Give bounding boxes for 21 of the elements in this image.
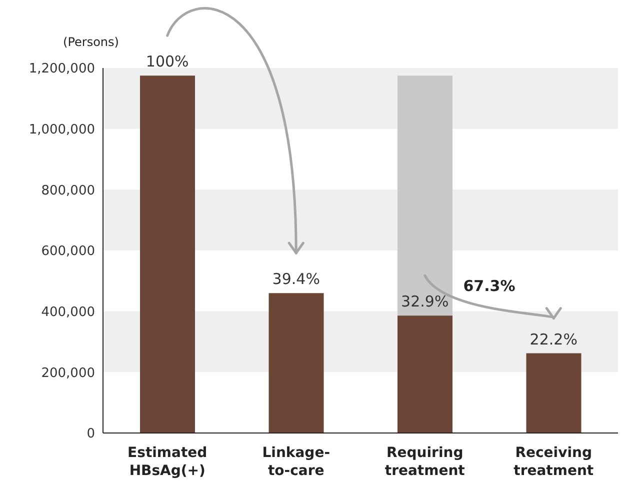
bar (526, 353, 582, 433)
bar (268, 293, 324, 433)
x-tick-label: Receiving treatment (514, 445, 594, 479)
y-axis-title: (Persons) (63, 35, 119, 49)
x-tick-label: Requiring treatment (384, 445, 466, 479)
annotation: 22.2% (530, 330, 578, 348)
y-tick-label: 800,000 (41, 183, 95, 198)
annotation: 100% (146, 52, 189, 71)
annotation: 67.3% (463, 277, 516, 296)
annotation: 39.4% (272, 270, 320, 288)
y-tick-label: 400,000 (41, 304, 95, 320)
bar (398, 316, 452, 433)
y-tick-label: 0 (86, 426, 95, 442)
y-tick-label: 1,200,000 (28, 62, 95, 77)
y-tick-label: 200,000 (41, 366, 95, 381)
annotation: 32.9% (401, 292, 449, 311)
bar (140, 76, 195, 433)
y-tick-label: 1,000,000 (28, 122, 95, 138)
x-tick-label: Estimated HBsAg(+) (128, 445, 208, 479)
y-tick-label: 600,000 (41, 244, 95, 260)
x-tick-label: Linkage- to-care (262, 445, 330, 479)
